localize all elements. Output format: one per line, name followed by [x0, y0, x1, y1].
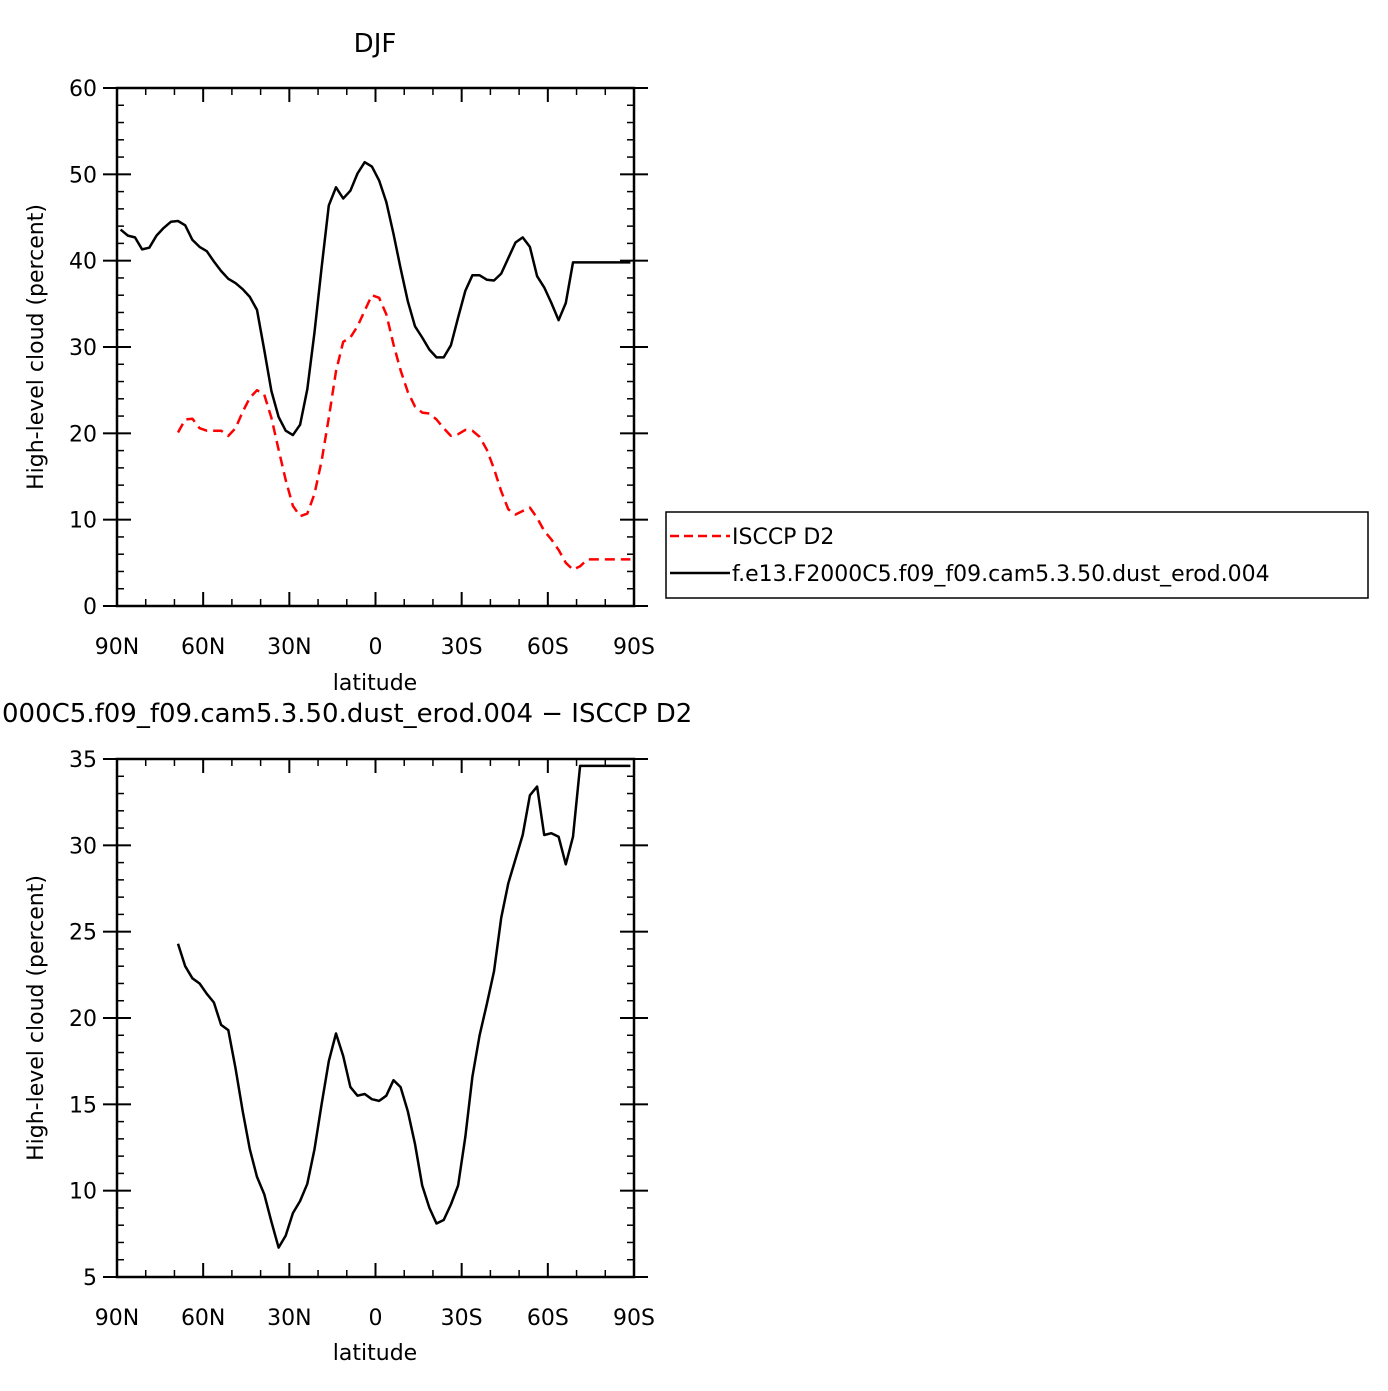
bottom-x-tick-label: 60S [527, 1306, 569, 1331]
top-x-tick-label: 30N [267, 635, 311, 660]
bottom-tick-marks [103, 758, 648, 1278]
legend-box [665, 511, 1369, 599]
top-chart-title: DJF [354, 29, 397, 59]
top-y-axis-label: High-level cloud (percent) [24, 204, 49, 490]
bottom-y-tick-label: 15 [69, 1093, 97, 1118]
top-x-tick-label: 90S [613, 635, 655, 660]
top-x-axis-label: latitude [333, 671, 417, 696]
legend-label-isccp: ISCCP D2 [732, 525, 834, 550]
bottom-x-tick-label: 60N [181, 1306, 225, 1331]
top-y-tick-label: 30 [69, 336, 97, 361]
bottom-y-axis-label: High-level cloud (percent) [24, 875, 49, 1161]
top-y-tick-label: 20 [69, 422, 97, 447]
top-x-tick-label: 30S [441, 635, 483, 660]
top-x-tick-label: 90N [95, 635, 139, 660]
top-tick-labels: 90N 60N 30N 0 30S 60S 90S 0 10 20 30 40 50 60 [69, 77, 655, 660]
bottom-x-tick-label: 30S [441, 1306, 483, 1331]
bottom-panel: 000C5.f09_f09.cam5.3.50.dust_erod.004 − … [2, 699, 692, 1366]
bottom-x-tick-label: 30N [267, 1306, 311, 1331]
bottom-tick-labels: 90N 60N 30N 0 30S 60S 90S 5 10 15 20 25 30 35 [69, 748, 655, 1331]
legend-label-model: f.e13.F2000C5.f09_f09.cam5.3.50.dust_ero… [732, 562, 1270, 587]
bottom-y-tick-label: 25 [69, 921, 97, 946]
top-y-tick-label: 60 [69, 77, 97, 102]
top-plot-frame [115, 86, 636, 608]
bottom-x-tick-label: 90N [95, 1306, 139, 1331]
top-y-tick-label: 10 [69, 509, 97, 534]
top-series-line-isccp-d2 [176, 293, 631, 571]
legend: ISCCP D2 f.e13.F2000C5.f09_f09.cam5.3.50… [665, 511, 1369, 599]
bottom-y-tick-label: 20 [69, 1007, 97, 1032]
bottom-series-lines [176, 764, 631, 1249]
top-y-tick-label: 40 [69, 250, 97, 275]
top-series-lines [119, 160, 631, 571]
top-series-line-model [119, 160, 631, 437]
bottom-chart-title: 000C5.f09_f09.cam5.3.50.dust_erod.004 − … [2, 699, 692, 729]
top-x-tick-label: 0 [369, 635, 383, 660]
bottom-x-tick-label: 90S [613, 1306, 655, 1331]
top-x-tick-label: 60N [181, 635, 225, 660]
bottom-x-axis-label: latitude [333, 1341, 417, 1366]
bottom-y-tick-label: 35 [69, 748, 97, 773]
bottom-y-tick-label: 5 [83, 1266, 97, 1291]
top-tick-marks [103, 87, 648, 607]
bottom-series-line-model [176, 764, 631, 1249]
bottom-y-tick-label: 30 [69, 834, 97, 859]
bottom-y-tick-label: 10 [69, 1180, 97, 1205]
bottom-plot-frame [115, 757, 636, 1279]
top-panel: DJF High-level cloud (percent) latitude … [24, 29, 655, 696]
top-y-tick-label: 50 [69, 163, 97, 188]
top-x-tick-label: 60S [527, 635, 569, 660]
bottom-x-tick-label: 0 [369, 1306, 383, 1331]
top-y-tick-label: 0 [83, 595, 97, 620]
